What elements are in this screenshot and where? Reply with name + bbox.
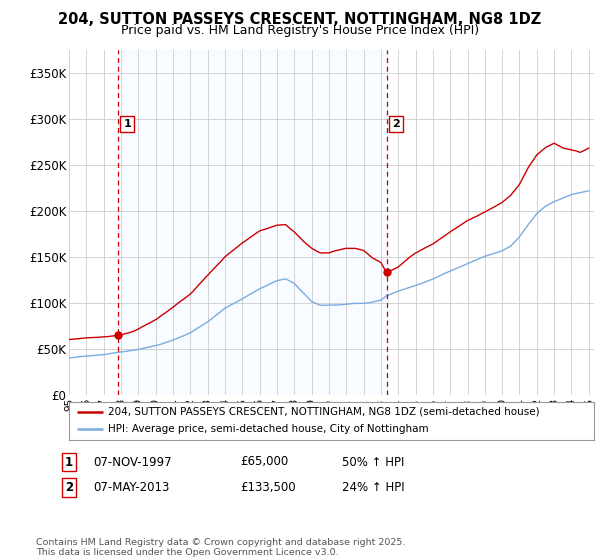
Text: £133,500: £133,500 — [240, 480, 296, 494]
Text: £65,000: £65,000 — [240, 455, 288, 469]
Text: 2: 2 — [392, 119, 400, 129]
Text: 07-MAY-2013: 07-MAY-2013 — [93, 480, 169, 494]
Text: 50% ↑ HPI: 50% ↑ HPI — [342, 455, 404, 469]
Text: 07-NOV-1997: 07-NOV-1997 — [93, 455, 172, 469]
Bar — [118, 50, 386, 395]
Text: Price paid vs. HM Land Registry's House Price Index (HPI): Price paid vs. HM Land Registry's House … — [121, 24, 479, 36]
Text: 1: 1 — [65, 455, 73, 469]
Text: 204, SUTTON PASSEYS CRESCENT, NOTTINGHAM, NG8 1DZ (semi-detached house): 204, SUTTON PASSEYS CRESCENT, NOTTINGHAM… — [109, 407, 540, 417]
Text: 204, SUTTON PASSEYS CRESCENT, NOTTINGHAM, NG8 1DZ: 204, SUTTON PASSEYS CRESCENT, NOTTINGHAM… — [58, 12, 542, 27]
Text: 1: 1 — [123, 119, 131, 129]
Text: HPI: Average price, semi-detached house, City of Nottingham: HPI: Average price, semi-detached house,… — [109, 424, 429, 435]
Text: 24% ↑ HPI: 24% ↑ HPI — [342, 480, 404, 494]
Text: 2: 2 — [65, 480, 73, 494]
Text: Contains HM Land Registry data © Crown copyright and database right 2025.
This d: Contains HM Land Registry data © Crown c… — [36, 538, 406, 557]
